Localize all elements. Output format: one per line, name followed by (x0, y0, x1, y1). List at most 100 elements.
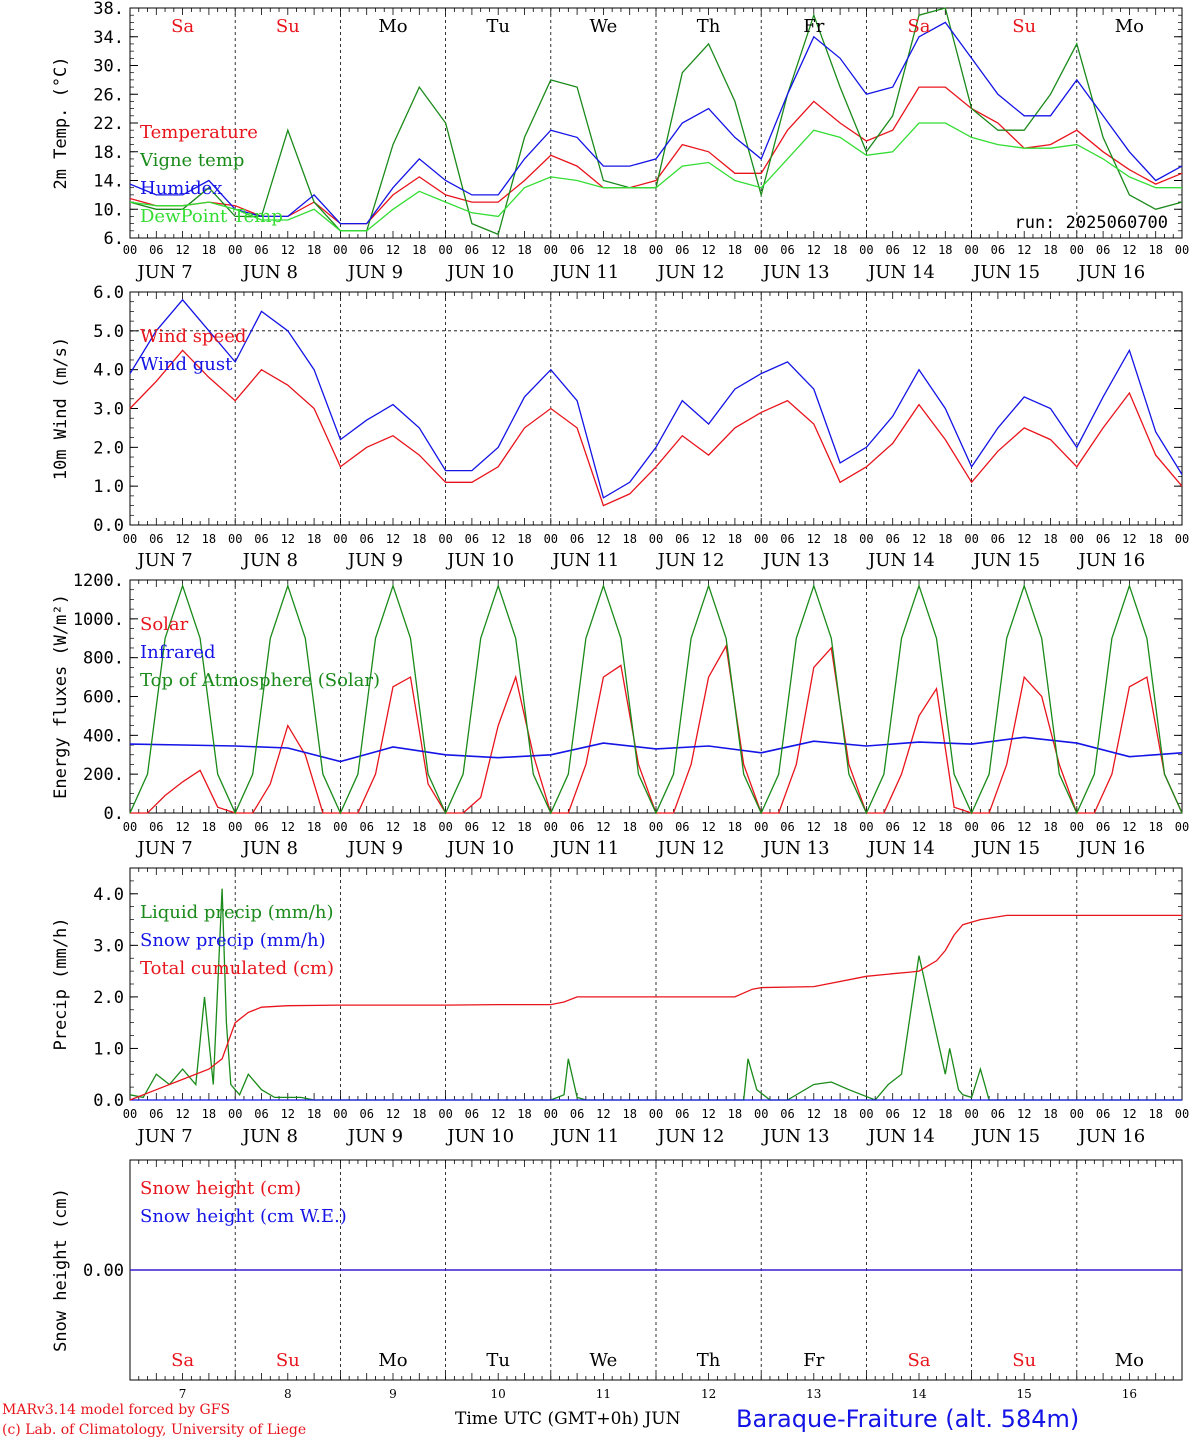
day-label: Sa (171, 16, 194, 37)
hour-tick-label: 18 (517, 1107, 531, 1121)
day-number: 12 (701, 1387, 716, 1401)
day-label: Mo (378, 1350, 407, 1371)
y-axis-title: Snow height (cm) (51, 1188, 71, 1352)
hour-tick-label: 00 (544, 820, 558, 834)
hour-tick-label: 06 (570, 532, 584, 546)
hour-tick-label: 06 (675, 243, 689, 257)
hour-tick-label: 06 (254, 1107, 268, 1121)
hour-tick-label: 06 (149, 532, 163, 546)
y-tick-label: 400. (83, 726, 124, 746)
hour-tick-label: 06 (885, 532, 899, 546)
series-line (129, 583, 1183, 815)
hour-tick-label: 12 (491, 243, 505, 257)
date-label: JUN 11 (550, 838, 619, 859)
legend-entry: Solar (140, 614, 189, 635)
panel-4: 0.0 1.0 2.0 3.0 4.0 Precip (mm/h) Liquid preci… (51, 867, 1189, 1147)
hour-tick-label: 12 (175, 1107, 189, 1121)
hour-tick-label: 12 (912, 820, 926, 834)
hour-tick-label: 12 (596, 820, 610, 834)
date-label: JUN 11 (550, 1126, 619, 1147)
date-label: JUN 16 (1076, 550, 1145, 571)
day-label: We (590, 16, 618, 37)
hour-tick-label: 00 (859, 243, 873, 257)
hour-tick-label: 06 (465, 243, 479, 257)
hour-tick-label: 00 (544, 1107, 558, 1121)
hour-tick-label: 06 (254, 243, 268, 257)
day-label: Su (1012, 16, 1036, 37)
hour-tick-label: 12 (386, 243, 400, 257)
hour-tick-label: 12 (701, 532, 715, 546)
panel-1: 6. 10. 14. 18. 22. 26. 30. 34. 38. 2m Temp. (°C) T… (51, 0, 1189, 283)
day-number: 13 (806, 1387, 821, 1401)
date-label: JUN 14 (866, 550, 935, 571)
hour-tick-label: 00 (1175, 532, 1189, 546)
day-label: Tu (486, 16, 510, 37)
hour-tick-label: 18 (938, 532, 952, 546)
hour-tick-label: 06 (254, 820, 268, 834)
hour-tick-label: 12 (386, 820, 400, 834)
panel-3: 0. 200. 400. 600. 800. 1000. 1200.Energy fluxe… (51, 571, 1189, 859)
legend-entry: Wind gust (140, 354, 233, 375)
hour-tick-label: 18 (1148, 1107, 1162, 1121)
hour-tick-label: 06 (359, 532, 373, 546)
series-group (129, 7, 1183, 236)
y-tick-label: 10. (93, 200, 124, 220)
hour-tick-label: 18 (412, 820, 426, 834)
hour-tick-label: 12 (281, 1107, 295, 1121)
y-tick-label: 1.0 (93, 477, 124, 497)
hour-tick-label: 18 (412, 243, 426, 257)
hour-tick-label: 18 (307, 1107, 321, 1121)
y-tick-label: 0.0 (93, 516, 124, 536)
y-tick-label: 30. (93, 57, 124, 77)
y-tick-label: 18. (93, 143, 124, 163)
hour-tick-label: 00 (649, 532, 663, 546)
hour-tick-label: 00 (123, 532, 137, 546)
day-number: 8 (284, 1387, 292, 1401)
hour-tick-label: 18 (412, 532, 426, 546)
hour-tick-label: 00 (544, 243, 558, 257)
y-tick-label: 14. (93, 172, 124, 192)
hour-tick-label: 06 (991, 820, 1005, 834)
hour-tick-label: 12 (1017, 1107, 1031, 1121)
hour-tick-label: 18 (307, 243, 321, 257)
day-number: 15 (1017, 1387, 1032, 1401)
hour-tick-label: 18 (1043, 532, 1057, 546)
day-number: 14 (911, 1387, 927, 1401)
y-axis-title: 2m Temp. (°C) (51, 56, 71, 189)
y-tick-label: 1200. (73, 571, 124, 591)
legend-entry: Snow precip (mm/h) (140, 930, 326, 951)
hour-tick-label: 18 (938, 820, 952, 834)
date-label: JUN 12 (656, 262, 725, 283)
day-label: Mo (378, 16, 407, 37)
y-tick-label: 34. (93, 28, 124, 48)
date-label: JUN 15 (971, 838, 1040, 859)
date-label: JUN 9 (346, 1126, 403, 1147)
hour-tick-label: 06 (675, 820, 689, 834)
hour-tick-label: 18 (1148, 820, 1162, 834)
hour-tick-label: 18 (517, 532, 531, 546)
hour-tick-label: 00 (228, 243, 242, 257)
hour-tick-label: 12 (912, 532, 926, 546)
date-label: JUN 11 (550, 550, 619, 571)
hour-tick-label: 00 (438, 243, 452, 257)
hour-tick-label: 18 (307, 532, 321, 546)
hour-tick-label: 18 (412, 1107, 426, 1121)
hour-tick-label: 12 (386, 1107, 400, 1121)
series-group (129, 298, 1183, 507)
y-tick-label: 3.0 (93, 400, 124, 420)
day-number: 16 (1122, 1387, 1137, 1401)
hour-tick-label: 12 (175, 243, 189, 257)
run-annotation: run: 2025060700 (1014, 213, 1168, 233)
hour-tick-label: 06 (675, 1107, 689, 1121)
hour-tick-label: 12 (701, 820, 715, 834)
date-label: JUN 10 (445, 262, 514, 283)
hour-tick-label: 18 (1043, 1107, 1057, 1121)
hour-tick-label: 12 (491, 532, 505, 546)
hour-tick-label: 00 (438, 532, 452, 546)
hour-tick-label: 18 (938, 1107, 952, 1121)
hour-tick-label: 00 (228, 1107, 242, 1121)
date-label: JUN 8 (241, 550, 298, 571)
date-label: JUN 16 (1076, 838, 1145, 859)
hour-tick-label: 06 (465, 820, 479, 834)
hour-tick-label: 06 (570, 1107, 584, 1121)
